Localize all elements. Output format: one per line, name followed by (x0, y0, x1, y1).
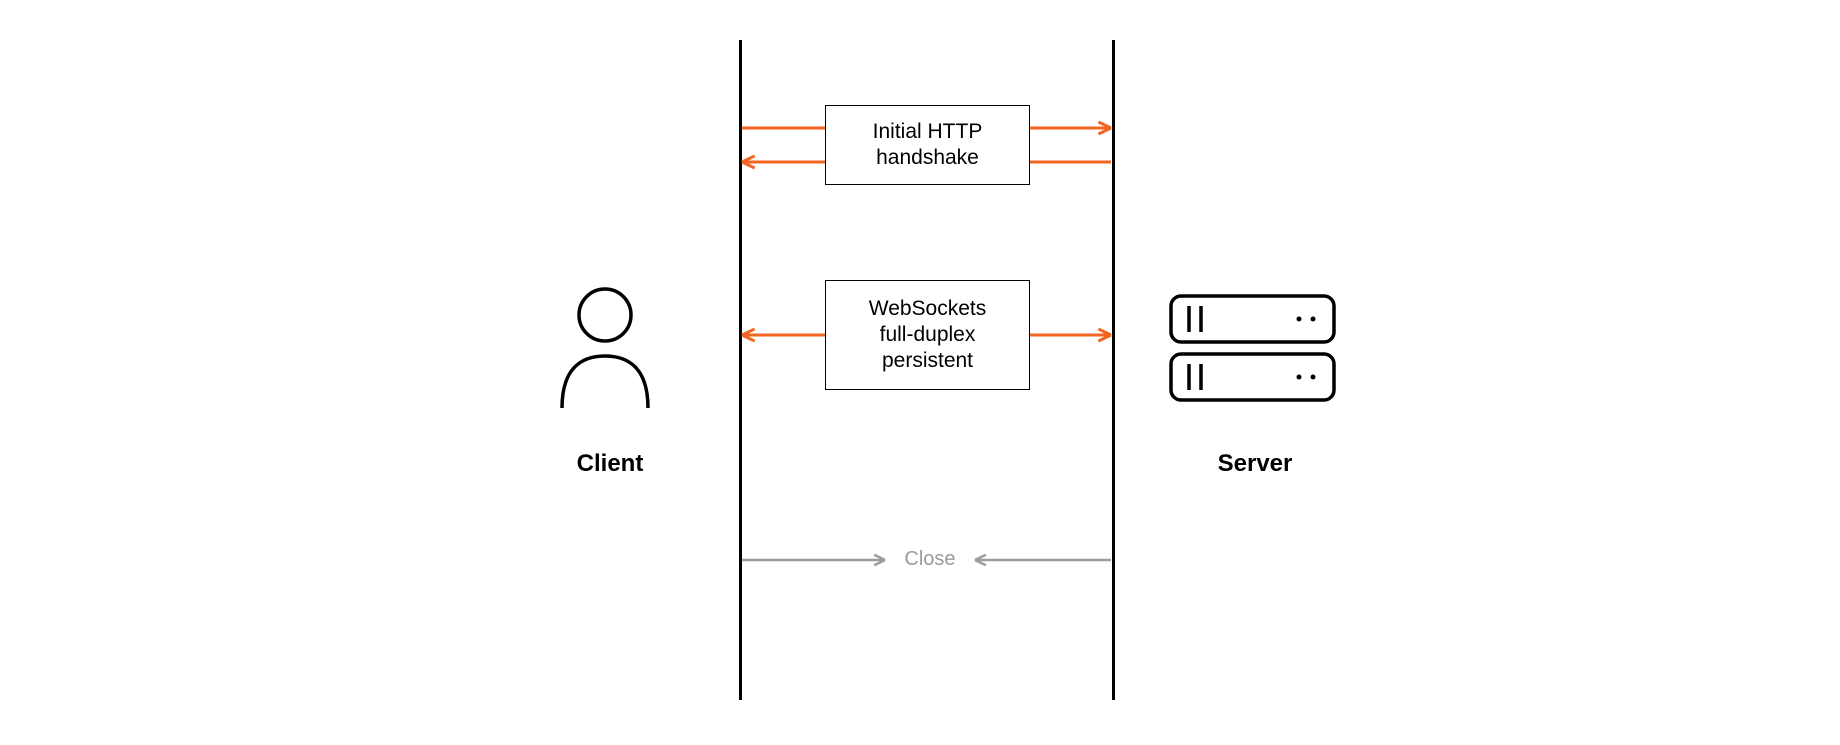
client-icon (550, 280, 660, 415)
close-label: Close (895, 548, 965, 571)
server-icon (1165, 290, 1340, 415)
client-label: Client (555, 450, 665, 478)
handshake-line1: Initial HTTP (873, 119, 983, 145)
ws-line3: persistent (882, 348, 973, 374)
server-lifeline (1112, 40, 1115, 700)
handshake-line2: handshake (876, 145, 979, 171)
diagram-canvas: Client Server Initial HTTP handshake Web… (0, 0, 1840, 745)
ws-line1: WebSockets (869, 296, 987, 322)
handshake-box: Initial HTTP handshake (825, 105, 1030, 185)
websockets-box: WebSockets full-duplex persistent (825, 280, 1030, 390)
client-lifeline (739, 40, 742, 700)
ws-line2: full-duplex (880, 322, 976, 348)
server-label: Server (1175, 450, 1335, 478)
